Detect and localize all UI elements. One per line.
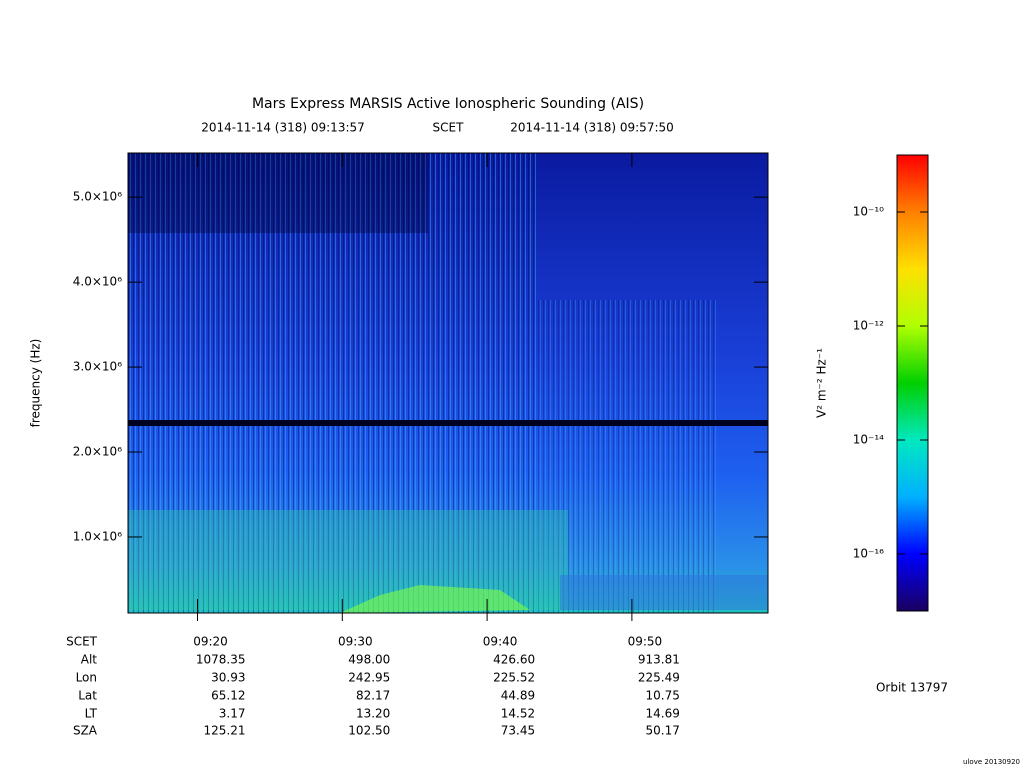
ephemeris-label: SCET — [66, 635, 98, 649]
ephemeris-label: SZA — [73, 724, 98, 738]
time-system: SCET — [433, 121, 465, 135]
x-tick-label: 09:20 — [193, 635, 228, 649]
ephemeris-value: 44.89 — [501, 689, 535, 703]
ephemeris-value: 913.81 — [638, 653, 680, 667]
y-tick-label: 4.0×10⁶ — [73, 275, 122, 289]
y-tick-label: 2.0×10⁶ — [73, 445, 122, 459]
y-tick-label: 5.0×10⁶ — [73, 190, 122, 204]
x-tick-label: 09:50 — [628, 635, 663, 649]
ephemeris-value: 14.52 — [501, 707, 535, 721]
ephemeris-label: Alt — [81, 653, 98, 667]
colorbar — [896, 154, 929, 612]
axes — [128, 153, 928, 621]
chart-title: Mars Express MARSIS Active Ionospheric S… — [252, 96, 644, 112]
ephemeris-value: 10.75 — [646, 689, 680, 703]
colorbar-tick-label: 10⁻¹⁴ — [853, 433, 884, 447]
credit: ulove 20130920 — [963, 758, 1020, 766]
colorbar-tick-label: 10⁻¹² — [853, 319, 884, 333]
colorbar-tick-label: 10⁻¹⁶ — [853, 547, 884, 561]
ephemeris-value: 3.17 — [219, 707, 246, 721]
ephemeris-value: 73.45 — [501, 724, 535, 738]
ephemeris-value: 426.60 — [493, 653, 535, 667]
colorbar-tick-label: 10⁻¹⁰ — [853, 205, 884, 219]
ephemeris-value: 242.95 — [348, 671, 390, 685]
ephemeris-value: 498.00 — [348, 653, 390, 667]
ephemeris-label: Lon — [76, 671, 97, 685]
ephemeris-value: 225.52 — [493, 671, 535, 685]
ephemeris-label: LT — [85, 707, 98, 721]
ephemeris-value: 225.49 — [638, 671, 680, 685]
ephemeris-value: 13.20 — [356, 707, 390, 721]
orbit-label: Orbit 13797 — [876, 681, 948, 695]
plot-frame — [127, 152, 769, 614]
x-tick-label: 09:40 — [483, 635, 518, 649]
ephemeris-value: 30.93 — [211, 671, 245, 685]
ephemeris-value: 50.17 — [646, 724, 680, 738]
ephemeris-value: 82.17 — [356, 689, 390, 703]
end-time: 2014-11-14 (318) 09:57:50 — [510, 121, 674, 135]
ephemeris-value: 125.21 — [204, 724, 246, 738]
x-tick-label: 09:30 — [338, 635, 373, 649]
colorbar-label: V² m⁻² Hz⁻¹ — [815, 348, 829, 418]
ephemeris-value: 14.69 — [646, 707, 680, 721]
ephemeris-value: 65.12 — [211, 689, 245, 703]
ephemeris-value: 1078.35 — [196, 653, 246, 667]
y-tick-label: 1.0×10⁶ — [73, 529, 122, 543]
ephemeris-value: 102.50 — [348, 724, 390, 738]
ephemeris-label: Lat — [78, 689, 97, 703]
spectrogram-image — [128, 153, 768, 613]
y-tick-label: 3.0×10⁶ — [73, 360, 122, 374]
y-axis-label: frequency (Hz) — [29, 339, 43, 428]
start-time: 2014-11-14 (318) 09:13:57 — [201, 121, 365, 135]
